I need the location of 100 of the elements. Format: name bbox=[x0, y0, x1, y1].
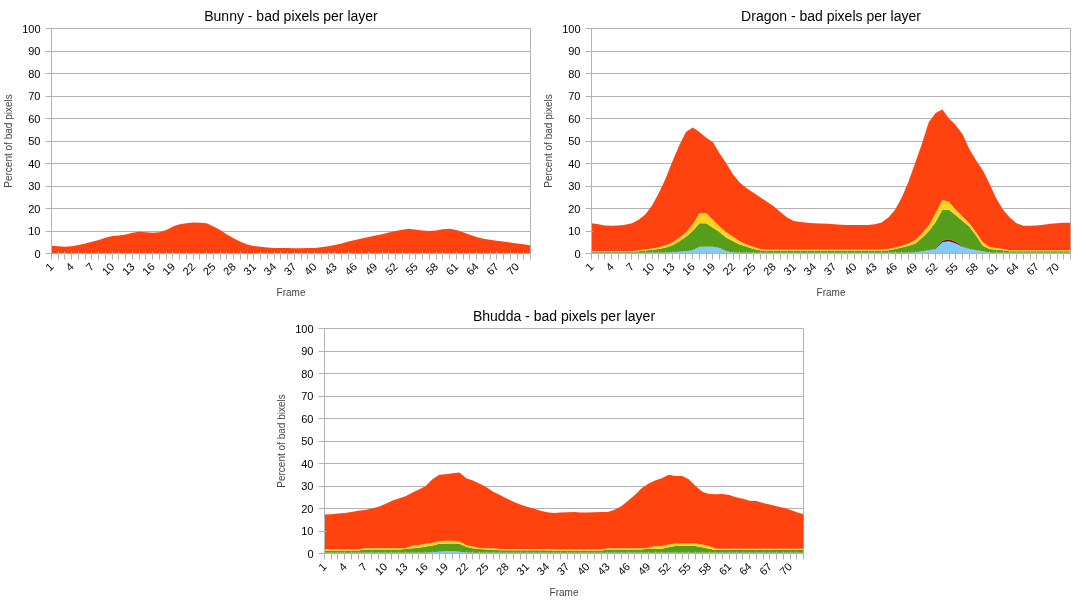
x-tick-label: 43 bbox=[321, 260, 340, 278]
x-tick-label: 4 bbox=[603, 260, 616, 274]
x-tick-label: 7 bbox=[356, 560, 370, 574]
x-tick-label: 25 bbox=[740, 260, 758, 278]
y-tick-label: 0 bbox=[34, 247, 41, 260]
x-tick-label: 49 bbox=[902, 260, 920, 278]
y-tick-label: 50 bbox=[568, 135, 581, 147]
x-tick-label: 49 bbox=[362, 260, 380, 278]
chart-title: Dragon - bad pixels per layer bbox=[741, 7, 922, 24]
y-tick-label: 80 bbox=[568, 67, 581, 80]
x-tick-label: 55 bbox=[942, 260, 961, 278]
x-tick-label: 43 bbox=[861, 260, 880, 278]
x-tick-label: 22 bbox=[180, 260, 198, 278]
x-tick-label: 1 bbox=[582, 260, 596, 274]
x-tick-label: 58 bbox=[423, 260, 441, 278]
x-tick-label: 25 bbox=[200, 260, 218, 278]
y-tick-label: 100 bbox=[22, 22, 41, 35]
x-tick-label: 16 bbox=[139, 260, 157, 278]
y-tick-label: 90 bbox=[301, 345, 314, 357]
y-tick-label: 100 bbox=[295, 322, 314, 335]
x-tick-label: 52 bbox=[655, 560, 673, 578]
y-tick-label: 90 bbox=[28, 45, 41, 57]
x-tick-label: 55 bbox=[402, 260, 421, 278]
x-axis-title: Frame bbox=[816, 286, 846, 298]
x-tick-label: 13 bbox=[659, 260, 677, 278]
y-tick-label: 30 bbox=[28, 180, 41, 192]
x-tick-label: 46 bbox=[882, 260, 900, 278]
x-tick-label: 55 bbox=[675, 560, 694, 578]
x-tick-label: 7 bbox=[623, 260, 637, 274]
x-tick-label: 19 bbox=[433, 560, 451, 578]
x-tick-label: 19 bbox=[700, 260, 718, 278]
y-axis-title: Percent of bad pixels bbox=[543, 94, 555, 188]
y-tick-label: 100 bbox=[562, 22, 581, 35]
x-tick-label: 16 bbox=[679, 260, 697, 278]
x-tick-label: 34 bbox=[534, 560, 552, 578]
y-axis-title: Percent of bad bixels bbox=[276, 394, 288, 488]
x-tick-label: 31 bbox=[781, 260, 799, 278]
y-tick-label: 80 bbox=[301, 367, 314, 380]
x-tick-label: 28 bbox=[220, 260, 238, 278]
x-tick-label: 7 bbox=[83, 260, 97, 274]
x-tick-label: 61 bbox=[983, 260, 1001, 278]
x-tick-label: 64 bbox=[736, 560, 754, 578]
y-tick-label: 20 bbox=[568, 202, 581, 215]
x-tick-label: 4 bbox=[63, 260, 76, 274]
x-tick-label: 37 bbox=[281, 260, 299, 278]
x-tick-label: 40 bbox=[841, 260, 859, 278]
x-tick-label: 22 bbox=[453, 560, 471, 578]
x-tick-label: 19 bbox=[160, 260, 178, 278]
x-tick-label: 4 bbox=[336, 560, 349, 574]
y-tick-label: 20 bbox=[301, 502, 314, 515]
y-tick-label: 20 bbox=[28, 202, 41, 215]
y-tick-label: 60 bbox=[28, 112, 41, 125]
y-tick-label: 50 bbox=[301, 435, 314, 447]
x-tick-label: 10 bbox=[99, 260, 117, 278]
x-tick-label: 46 bbox=[615, 560, 633, 578]
x-tick-label: 1 bbox=[315, 560, 329, 574]
y-tick-label: 60 bbox=[301, 412, 314, 425]
y-tick-label: 90 bbox=[568, 45, 581, 57]
x-tick-label: 34 bbox=[801, 260, 819, 278]
y-tick-label: 30 bbox=[301, 480, 314, 492]
y-tick-label: 80 bbox=[28, 67, 41, 80]
x-tick-label: 70 bbox=[504, 260, 522, 278]
x-tick-label: 70 bbox=[1044, 260, 1062, 278]
y-tick-label: 10 bbox=[568, 225, 581, 237]
y-tick-label: 60 bbox=[568, 112, 581, 125]
chart-title: Bhudda - bad pixels per layer bbox=[472, 307, 656, 324]
x-tick-label: 46 bbox=[342, 260, 360, 278]
y-tick-label: 40 bbox=[568, 157, 581, 170]
x-tick-label: 64 bbox=[1003, 260, 1021, 278]
x-tick-label: 10 bbox=[372, 560, 390, 578]
y-tick-label: 40 bbox=[301, 457, 314, 470]
x-tick-label: 43 bbox=[594, 560, 613, 578]
x-tick-label: 22 bbox=[720, 260, 738, 278]
y-tick-label: 40 bbox=[28, 157, 41, 170]
x-axis-title: Frame bbox=[276, 286, 306, 298]
y-tick-label: 0 bbox=[574, 247, 581, 260]
y-tick-label: 30 bbox=[568, 180, 581, 192]
x-tick-label: 37 bbox=[821, 260, 839, 278]
y-tick-label: 0 bbox=[307, 547, 314, 560]
x-tick-label: 31 bbox=[241, 260, 259, 278]
x-tick-label: 10 bbox=[639, 260, 657, 278]
x-tick-label: 67 bbox=[1023, 260, 1042, 278]
x-tick-label: 31 bbox=[514, 560, 532, 578]
x-tick-label: 67 bbox=[756, 560, 775, 578]
y-tick-label: 70 bbox=[568, 90, 581, 102]
chart-title: Bunny - bad pixels per layer bbox=[204, 7, 379, 24]
x-tick-label: 13 bbox=[392, 560, 410, 578]
y-tick-label: 50 bbox=[28, 135, 41, 147]
x-axis-title: Frame bbox=[549, 586, 579, 598]
y-tick-label: 70 bbox=[28, 90, 41, 102]
x-tick-label: 28 bbox=[493, 560, 511, 578]
x-tick-label: 49 bbox=[635, 560, 653, 578]
x-tick-label: 25 bbox=[473, 560, 491, 578]
x-tick-label: 52 bbox=[922, 260, 940, 278]
x-tick-label: 37 bbox=[554, 560, 572, 578]
x-tick-label: 16 bbox=[412, 560, 430, 578]
x-tick-label: 70 bbox=[777, 560, 795, 578]
x-tick-label: 52 bbox=[382, 260, 400, 278]
x-tick-label: 34 bbox=[261, 260, 279, 278]
x-tick-label: 58 bbox=[963, 260, 981, 278]
